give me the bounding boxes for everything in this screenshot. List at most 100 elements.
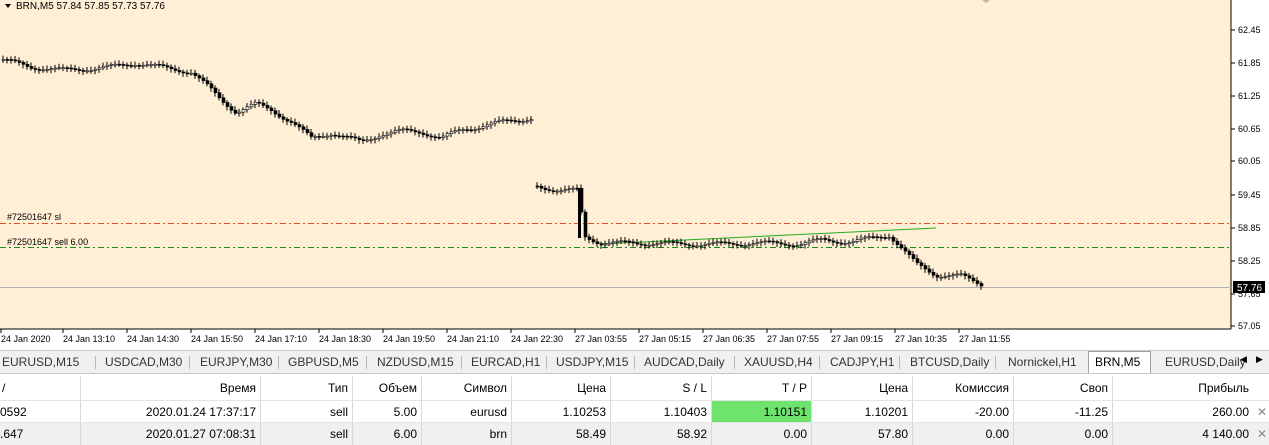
candle-body	[325, 135, 330, 138]
candle-body	[691, 245, 696, 248]
candle-body	[551, 190, 556, 192]
tab-audcad-daily[interactable]: AUDCAD,Daily	[644, 355, 725, 369]
table-row[interactable]: 0592 2020.01.24 17:37:17 sell 5.00 eurus…	[0, 400, 1269, 423]
dropdown-arrow-icon[interactable]	[5, 4, 11, 8]
tab-usdjpy-m15[interactable]: USDJPY,M15	[556, 355, 629, 369]
trend-line[interactable]	[599, 227, 937, 245]
candle-body	[567, 188, 572, 190]
close-position-icon[interactable]: ✕	[1256, 427, 1267, 441]
column-divider	[912, 401, 913, 423]
candle-body	[505, 119, 510, 122]
sl-cell[interactable]: 58.92	[676, 427, 707, 441]
col-header-profit[interactable]: Прибыль	[1198, 381, 1249, 395]
tab-eurjpy-m30[interactable]: EURJPY,M30	[200, 355, 273, 369]
candle-body	[169, 66, 174, 70]
tab-btcusd-daily[interactable]: BTCUSD,Daily	[910, 355, 990, 369]
tab-brn-m5[interactable]: BRN,M5	[1088, 351, 1151, 373]
col-header-order[interactable]: /	[2, 381, 6, 395]
close-position-icon[interactable]: ✕	[1256, 405, 1267, 419]
tab-xauusd-h4[interactable]: XAUUSD,H4	[744, 355, 813, 369]
symbol-cell: brn	[489, 427, 507, 441]
current-price-cell: 57.80	[877, 427, 908, 441]
col-header-current-price[interactable]: Цена	[879, 381, 908, 395]
col-header-swap[interactable]: Своп	[1079, 381, 1108, 395]
col-header-commission[interactable]: Комиссия	[955, 381, 1009, 395]
candle-body	[25, 64, 30, 67]
trade-table: / Время Тип Объем Символ Цена S / L T / …	[0, 374, 1269, 445]
tp-cell[interactable]: 0.00	[783, 427, 807, 441]
tab-divider	[819, 356, 820, 369]
column-divider	[811, 423, 812, 445]
tab-divider	[734, 356, 735, 369]
candle-body	[473, 129, 478, 131]
price-tick-label: 60.65	[1238, 124, 1261, 134]
time-tick-label: 24 Jan 21:10	[447, 334, 499, 344]
candle-body	[429, 135, 434, 138]
candle-body	[975, 280, 980, 284]
price-chart[interactable]: BRN,M5 57.84 57.85 57.73 57.76 #72501647…	[0, 0, 1269, 350]
candle-body	[297, 124, 302, 128]
col-header-symbol[interactable]: Символ	[463, 381, 507, 395]
candle-body	[33, 68, 38, 70]
candle-body	[397, 128, 402, 131]
chart-area[interactable]: BRN,M5 57.84 57.85 57.73 57.76 #72501647…	[0, 0, 1269, 350]
column-divider	[711, 401, 712, 423]
candle-body	[959, 273, 964, 276]
tab-eurusd-daily[interactable]: EURUSD,Daily	[1165, 355, 1246, 369]
candle-body	[875, 236, 880, 239]
col-header-type[interactable]: Тип	[327, 381, 348, 395]
candle-body	[883, 237, 888, 239]
candle-body	[77, 69, 82, 71]
tabs-scroll-left-icon[interactable]: ◀	[1240, 354, 1247, 364]
candle-body	[453, 130, 458, 133]
candle-body	[795, 245, 800, 247]
column-divider	[1013, 401, 1014, 423]
candle-body	[887, 236, 892, 239]
candle-body	[105, 64, 110, 67]
candle-body	[791, 245, 796, 248]
candle-body	[771, 240, 776, 243]
candle-body	[469, 129, 474, 132]
candle-body	[481, 126, 486, 129]
tp-cell[interactable]: 1.10151	[712, 401, 811, 423]
swap-cell: 0.00	[1084, 427, 1108, 441]
tab-eurusd-m15[interactable]: EURUSD,M15	[2, 355, 80, 369]
candle-body	[65, 67, 70, 70]
time-tick-label: 27 Jan 03:55	[575, 334, 627, 344]
col-header-price[interactable]: Цена	[577, 381, 606, 395]
candle-body	[863, 236, 868, 239]
col-header-tp[interactable]: T / P	[781, 381, 807, 395]
tab-eurcad-h1[interactable]: EURCAD,H1	[471, 355, 541, 369]
tab-cadjpy-h1[interactable]: CADJPY,H1	[830, 355, 895, 369]
column-divider	[80, 423, 81, 445]
col-header-volume[interactable]: Объем	[378, 381, 417, 395]
candle-body	[835, 241, 840, 244]
candle-body	[477, 128, 482, 130]
tab-usdcad-m30[interactable]: USDCAD,M30	[105, 355, 183, 369]
candle-body	[611, 241, 616, 244]
candle-body	[137, 65, 142, 67]
candle-body	[433, 136, 438, 139]
col-header-time[interactable]: Время	[219, 381, 256, 395]
candle-body	[209, 83, 214, 89]
tab-nornickel-h1[interactable]: Nornickel,H1	[1008, 355, 1077, 369]
table-row[interactable]: .647 2020.01.27 07:08:31 sell 6.00 brn 5…	[0, 422, 1269, 445]
tabs-scroll-right-icon[interactable]: ▶	[1256, 354, 1263, 364]
sl-cell[interactable]: 1.10403	[663, 405, 707, 419]
tab-gbpusd-m5[interactable]: GBPUSD,M5	[288, 355, 359, 369]
candle-body	[955, 273, 960, 276]
candle-body	[751, 243, 756, 246]
candle-body	[711, 241, 716, 244]
candle-body	[257, 101, 262, 104]
candle-body	[185, 72, 190, 75]
candle-body	[317, 136, 322, 138]
candle-body	[341, 135, 346, 138]
candle-body	[591, 239, 596, 243]
candle-body	[521, 121, 526, 123]
price-tick-label: 58.25	[1238, 256, 1261, 266]
candle-body	[619, 240, 624, 243]
candle-body	[799, 244, 804, 246]
time-tick-label: 27 Jan 11:55	[959, 334, 1010, 344]
tab-nzdusd-m15[interactable]: NZDUSD,M15	[377, 355, 454, 369]
col-header-sl[interactable]: S / L	[682, 381, 707, 395]
